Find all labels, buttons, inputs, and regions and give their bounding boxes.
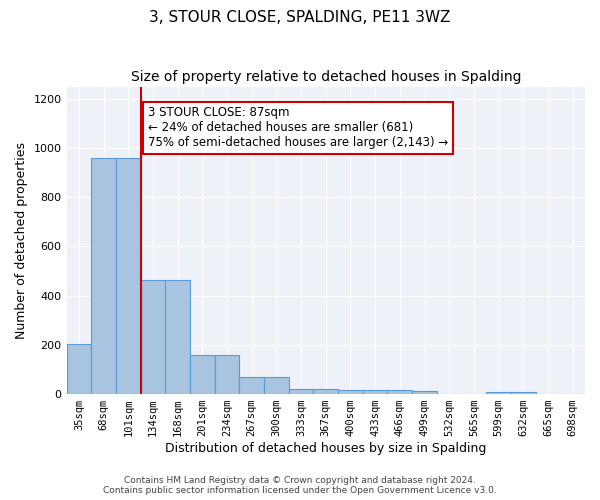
Bar — [67, 344, 91, 394]
Bar — [190, 354, 215, 394]
Bar — [338, 390, 363, 394]
Bar — [116, 158, 140, 394]
Bar — [165, 280, 190, 394]
Bar — [289, 388, 313, 394]
Bar — [412, 391, 437, 394]
Bar — [91, 158, 116, 394]
Bar — [140, 280, 165, 394]
Bar — [363, 390, 388, 394]
Bar — [264, 378, 289, 394]
Text: 3, STOUR CLOSE, SPALDING, PE11 3WZ: 3, STOUR CLOSE, SPALDING, PE11 3WZ — [149, 10, 451, 25]
Text: Contains HM Land Registry data © Crown copyright and database right 2024.
Contai: Contains HM Land Registry data © Crown c… — [103, 476, 497, 495]
X-axis label: Distribution of detached houses by size in Spalding: Distribution of detached houses by size … — [165, 442, 487, 455]
Title: Size of property relative to detached houses in Spalding: Size of property relative to detached ho… — [131, 70, 521, 84]
Bar — [239, 378, 264, 394]
Bar — [215, 354, 239, 394]
Bar — [388, 390, 412, 394]
Text: 3 STOUR CLOSE: 87sqm
← 24% of detached houses are smaller (681)
75% of semi-deta: 3 STOUR CLOSE: 87sqm ← 24% of detached h… — [148, 106, 448, 149]
Bar — [313, 388, 338, 394]
Bar — [511, 392, 536, 394]
Y-axis label: Number of detached properties: Number of detached properties — [15, 142, 28, 339]
Bar — [486, 392, 511, 394]
